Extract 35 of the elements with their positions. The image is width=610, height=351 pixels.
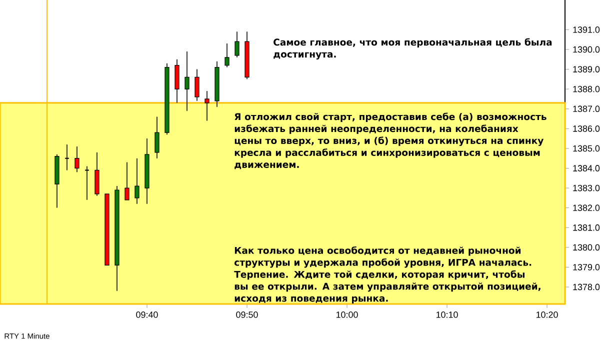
candlestick — [74, 146, 80, 173]
annotation: Я отложил свой старт, предоставив себе (а) возможность избежать ранней неопределенности, на колебаниях цены то вверх, то вниз, и (б) время откинуться на спинку кресла и расслабиться и синхронизироваться с ценовым движением. — [234, 112, 546, 170]
annotation: Самое главное, что моя первоначальная цель была достигнута. — [274, 38, 552, 60]
x-tick-label: 10:10 — [436, 312, 458, 318]
y-tick-label: 1379.0 — [573, 264, 600, 270]
candlestick — [224, 43, 230, 68]
candlestick — [134, 158, 140, 204]
candlestick — [234, 31, 240, 58]
candlestick — [194, 68, 200, 102]
candlestick — [124, 162, 130, 200]
y-tick-label: 1389.0 — [573, 66, 600, 72]
annotation: Как только цена освободится от недавней рыночной структуры и удержала пробой уровня, ИГРА началась. Терпение. Ждите той сделки, которая кричит, чтобы вы ее открыли. А затем управляйте открытой позицией, исходя из поведения рынка. — [234, 246, 540, 304]
x-tick-label: 10:20 — [536, 312, 558, 318]
x-tick-label: 09:40 — [136, 312, 158, 318]
y-tick-label: 1384.0 — [573, 165, 600, 172]
y-tick-label: 1381.0 — [573, 224, 600, 231]
x-tick-label: 10:00 — [336, 312, 358, 318]
y-tick-label: 1387.0 — [573, 106, 600, 112]
y-tick-label: 1391.0 — [573, 26, 600, 33]
y-tick-label: 1382.0 — [573, 204, 600, 211]
candlestick — [84, 166, 90, 200]
candlestick — [94, 152, 100, 196]
x-tick-label: 09:50 — [236, 312, 258, 318]
candlestick — [64, 144, 70, 171]
candlestick — [184, 51, 190, 112]
y-tick-label: 1385.0 — [573, 145, 600, 152]
y-tick-label: 1383.0 — [573, 184, 600, 192]
candlestick — [154, 116, 160, 159]
y-tick-label: 1386.0 — [573, 125, 600, 132]
candlestick — [204, 90, 210, 122]
y-tick-label: 1388.0 — [573, 86, 600, 92]
candlestick — [174, 58, 180, 104]
y-tick-label: 1378.0 — [573, 284, 600, 290]
y-tick-label: 1390.0 — [573, 46, 600, 53]
y-tick-label: 1380.0 — [573, 244, 600, 251]
